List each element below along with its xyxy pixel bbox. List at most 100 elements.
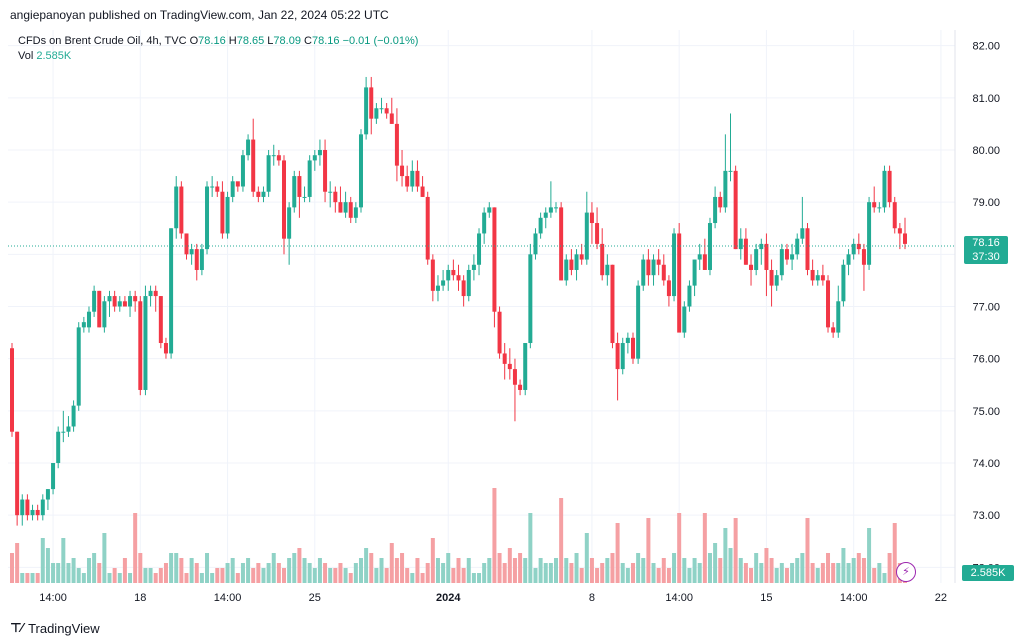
bar-countdown: 37:30 xyxy=(972,251,1000,263)
volume-bar xyxy=(323,563,328,583)
candle-body xyxy=(189,249,194,255)
candle-body xyxy=(826,280,831,328)
candle-body xyxy=(81,322,86,328)
volume-bar xyxy=(435,558,440,583)
volume-tag: 2.585K xyxy=(962,565,1014,581)
candle-body xyxy=(528,254,533,344)
volume-bar xyxy=(569,563,574,583)
candle-body xyxy=(297,176,302,197)
volume-bar xyxy=(189,558,194,583)
candle-body xyxy=(502,353,507,364)
legend-low: 78.09 xyxy=(273,35,301,47)
volume-bar xyxy=(502,563,507,583)
chart-legend: CFDs on Brent Crude Oil, 4h, TVC O78.16 … xyxy=(18,34,418,64)
legend-symbol[interactable]: CFDs on Brent Crude Oil, 4h, TVC xyxy=(18,35,187,47)
candle-body xyxy=(569,259,574,270)
candle-body xyxy=(554,207,559,209)
y-tick-label: 81.00 xyxy=(972,93,1000,105)
candle-body xyxy=(364,87,369,135)
volume-bar xyxy=(379,558,384,583)
candle-body xyxy=(625,337,630,344)
candle-body xyxy=(523,343,528,390)
candle-body xyxy=(820,275,825,281)
volume-bar xyxy=(487,558,492,583)
volume-bar xyxy=(446,553,451,583)
volume-bar xyxy=(25,573,30,583)
candle-body xyxy=(636,285,641,359)
volume-bar xyxy=(420,573,425,583)
volume-bar xyxy=(846,563,851,583)
candle-body xyxy=(584,212,589,260)
candle-body xyxy=(400,165,405,177)
volume-bar xyxy=(466,558,471,583)
candle-body xyxy=(148,290,153,297)
candle-body xyxy=(86,311,91,328)
volume-bar xyxy=(641,558,646,583)
candle-body xyxy=(184,233,189,255)
candle-body xyxy=(317,149,322,156)
volume-bar xyxy=(774,568,779,583)
candle-body xyxy=(384,108,389,114)
candle-body xyxy=(261,191,266,197)
candle-body xyxy=(205,186,210,250)
candlestick-chart[interactable]: 72.0073.0074.0075.0076.0077.0078.0079.00… xyxy=(0,28,1024,613)
candle-body xyxy=(230,181,235,197)
candle-body xyxy=(45,489,50,500)
volume-bar xyxy=(199,573,204,583)
candle-body xyxy=(420,186,425,197)
candle-body xyxy=(723,170,728,208)
candle-body xyxy=(430,259,435,291)
candle-body xyxy=(795,238,800,255)
candle-body xyxy=(856,243,861,250)
volume-bar xyxy=(651,563,656,583)
volume-bar xyxy=(533,568,538,583)
candle-body xyxy=(487,207,492,213)
volume-bar xyxy=(117,573,122,583)
volume-bar xyxy=(692,558,697,583)
candle-body xyxy=(471,264,476,270)
volume-bar xyxy=(333,568,338,583)
volume-bar xyxy=(892,523,897,583)
volume-bar xyxy=(194,563,199,583)
candle-body xyxy=(728,170,733,172)
candle-body xyxy=(779,249,784,276)
volume-bar xyxy=(528,513,533,583)
candle-body xyxy=(251,139,256,192)
volume-bar xyxy=(205,553,210,583)
volume-bar xyxy=(636,553,641,583)
volume-bar xyxy=(81,573,86,583)
volume-bar xyxy=(851,558,856,583)
candle-body xyxy=(605,264,610,276)
legend-high: 78.65 xyxy=(236,35,265,47)
candle-body xyxy=(615,343,620,370)
volume-bar xyxy=(215,568,220,583)
volume-bar xyxy=(256,563,261,583)
candle-body xyxy=(497,311,502,354)
y-tick-label: 75.00 xyxy=(972,406,1000,418)
volume-bar xyxy=(754,553,759,583)
legend-open-label: O xyxy=(189,35,199,47)
volume-bar xyxy=(353,563,358,583)
candle-body xyxy=(435,285,440,291)
candle-body xyxy=(358,134,363,208)
candle-body xyxy=(743,238,748,265)
candle-body xyxy=(672,233,677,297)
y-tick-label: 76.00 xyxy=(972,354,1000,366)
candle-body xyxy=(333,191,338,203)
x-tick-label: 14:00 xyxy=(665,592,693,604)
candle-body xyxy=(707,223,712,270)
volume-bar xyxy=(384,568,389,583)
candle-body xyxy=(477,233,482,265)
candle-body xyxy=(559,207,564,281)
volume-bar xyxy=(364,548,369,583)
x-tick-label: 14:00 xyxy=(840,592,868,604)
volume-bar xyxy=(45,548,50,583)
volume-bar xyxy=(507,548,512,583)
x-tick-label: 22 xyxy=(935,592,947,604)
lightning-icon[interactable]: ⚡ xyxy=(896,562,916,582)
y-tick-label: 77.00 xyxy=(972,302,1000,314)
footer-brand-label: TradingView xyxy=(28,620,100,636)
footer-brand[interactable]: ⊤⁄ TradingView xyxy=(10,620,100,636)
volume-bar xyxy=(600,563,605,583)
volume-bar xyxy=(610,553,615,583)
